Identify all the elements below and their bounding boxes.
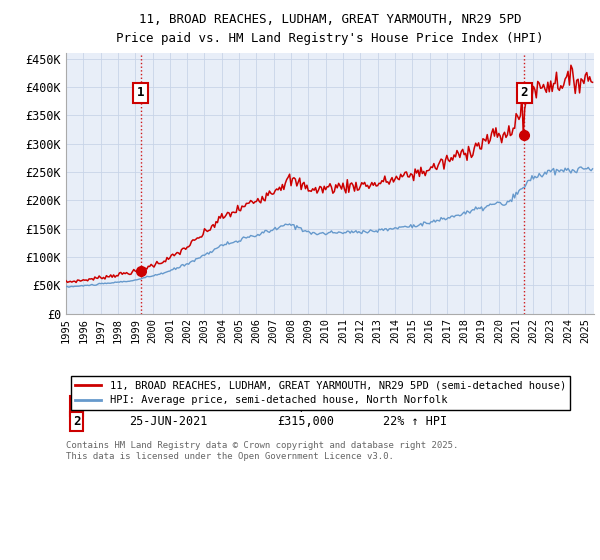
Text: 22% ↑ HPI: 22% ↑ HPI: [383, 415, 447, 428]
Text: 25-JUN-2021: 25-JUN-2021: [130, 415, 208, 428]
Text: Contains HM Land Registry data © Crown copyright and database right 2025.
This d: Contains HM Land Registry data © Crown c…: [66, 441, 458, 460]
Text: 40% ↑ HPI: 40% ↑ HPI: [383, 399, 447, 413]
Legend: 11, BROAD REACHES, LUDHAM, GREAT YARMOUTH, NR29 5PD (semi-detached house), HPI: : 11, BROAD REACHES, LUDHAM, GREAT YARMOUT…: [71, 376, 570, 409]
Title: 11, BROAD REACHES, LUDHAM, GREAT YARMOUTH, NR29 5PD
Price paid vs. HM Land Regis: 11, BROAD REACHES, LUDHAM, GREAT YARMOUT…: [116, 13, 544, 45]
Text: 1: 1: [137, 86, 145, 99]
Text: 23-APR-1999: 23-APR-1999: [130, 399, 208, 413]
Text: 2: 2: [521, 86, 528, 99]
Text: 2: 2: [73, 415, 80, 428]
Text: £75,000: £75,000: [277, 399, 327, 413]
Text: £315,000: £315,000: [277, 415, 334, 428]
Text: 1: 1: [73, 399, 80, 413]
